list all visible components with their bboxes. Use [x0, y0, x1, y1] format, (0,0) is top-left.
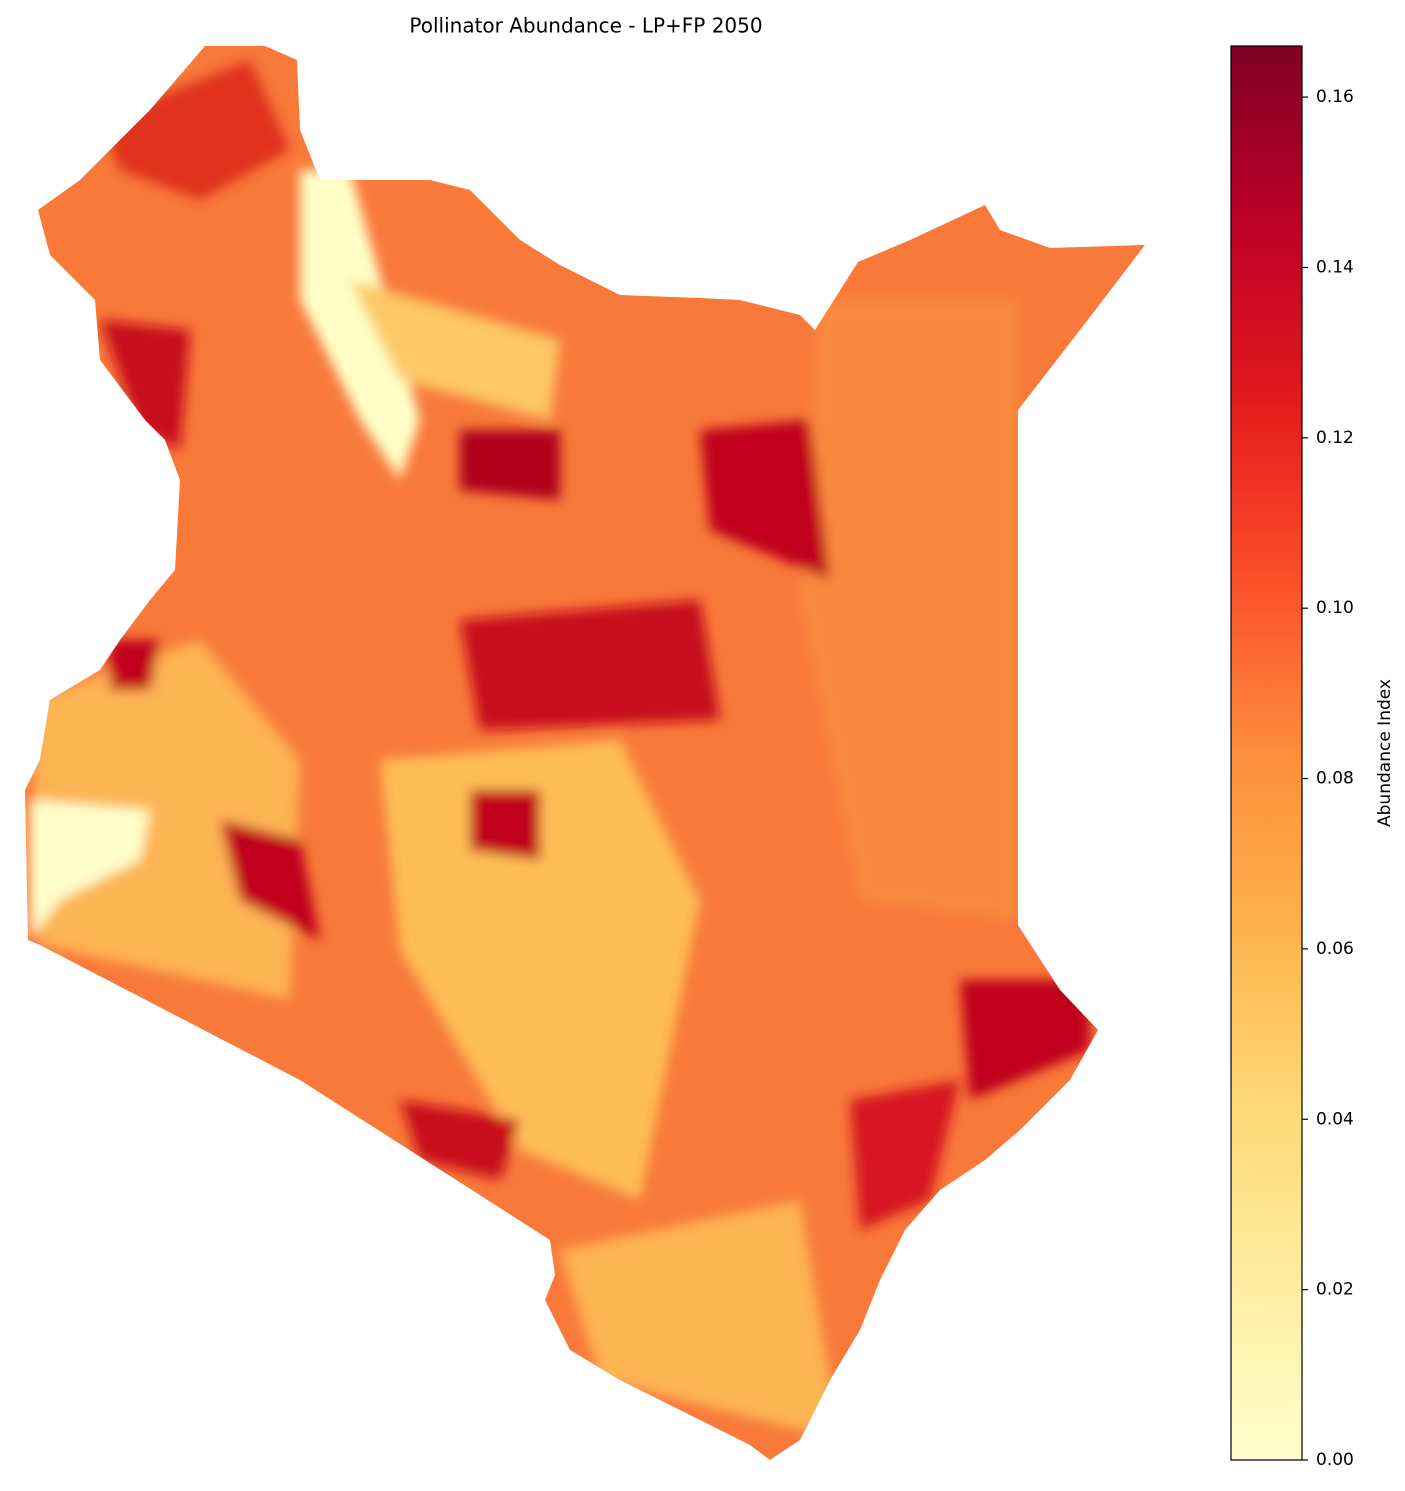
colorbar-tick-label: 0.10 [1316, 598, 1354, 618]
colorbar-tick-label: 0.06 [1316, 939, 1354, 959]
colorbar [1230, 45, 1303, 1461]
colorbar-tick-label: 0.08 [1316, 769, 1354, 789]
map-texture [30, 60, 1090, 1440]
colorbar-tick-label: 0.00 [1316, 1450, 1354, 1470]
colorbar-tick-label: 0.16 [1316, 87, 1354, 107]
colorbar-tick-label: 0.02 [1316, 1280, 1354, 1300]
chart-title: Pollinator Abundance - LP+FP 2050 [409, 14, 762, 38]
colorbar-tick-label: 0.12 [1316, 428, 1354, 448]
colorbar-label: Abundance Index [1375, 679, 1395, 827]
map [25, 46, 1145, 1460]
colorbar-tick-label: 0.14 [1316, 257, 1354, 277]
colorbar-tick-label: 0.04 [1316, 1109, 1354, 1129]
